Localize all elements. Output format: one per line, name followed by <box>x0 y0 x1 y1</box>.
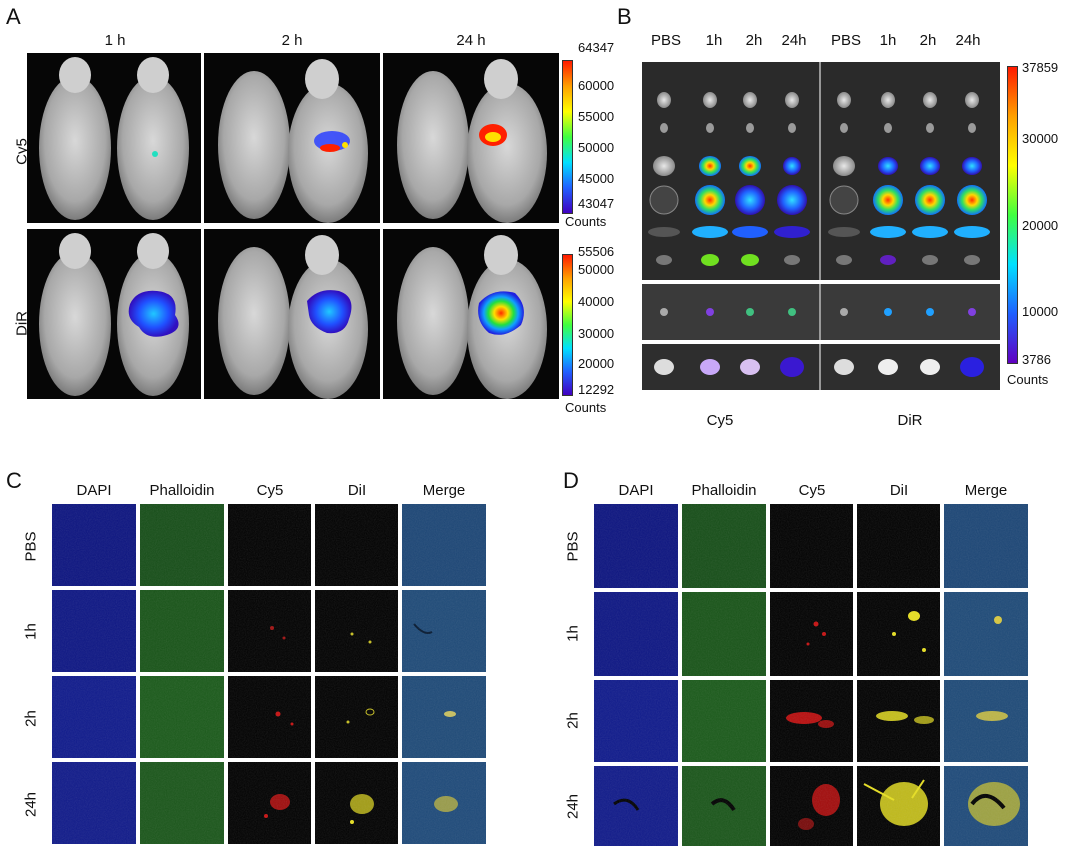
panel-b-col-5: 1h <box>879 32 897 49</box>
panel-a-cb2-unit: Counts <box>565 400 607 415</box>
panel-d-col-cy5: Cy5 <box>798 482 826 499</box>
panel-d-microscopy-grid <box>594 504 1030 848</box>
panel-c-col-merge: Merge <box>422 482 466 499</box>
panel-a-cb2-tick-4: 20000 <box>578 356 615 371</box>
panel-c-col-cy5: Cy5 <box>256 482 284 499</box>
panel-b-col-1: 1h <box>705 32 723 49</box>
panel-a-cb1-tick-2: 55000 <box>578 109 615 124</box>
panel-b-group-dir: DiR <box>897 412 923 429</box>
panel-a-col-2h: 2 h <box>281 32 303 49</box>
panel-a-cb2-tick-3: 30000 <box>578 326 615 341</box>
panel-label-c: C <box>6 468 22 493</box>
panel-d-row-pbs: PBS <box>564 531 582 562</box>
panel-a-cb2-tick-2: 40000 <box>578 294 615 309</box>
panel-a-cb2-tick-5: 12292 <box>578 382 615 397</box>
panel-b-col-0: PBS <box>650 32 681 49</box>
panel-c-col-dil: DiI <box>347 482 367 499</box>
panel-label-a: A <box>6 4 21 29</box>
panel-b-col-4: PBS <box>830 32 861 49</box>
panel-label-d: D <box>563 468 579 493</box>
panel-b-colorbar <box>1007 66 1018 364</box>
panel-b-col-7: 24h <box>955 32 981 49</box>
panel-c-microscopy-grid <box>52 504 488 848</box>
panel-b-cb-tick-0: 37859 <box>1022 60 1059 75</box>
panel-c-col-dapi: DAPI <box>76 482 112 499</box>
panel-a-cb2-tick-0: 55506 <box>578 244 615 259</box>
panel-d-col-merge: Merge <box>964 482 1008 499</box>
panel-c-row-2h: 2h <box>22 710 40 727</box>
panel-c-row-1h: 1h <box>22 623 40 640</box>
panel-a-cb1-unit: Counts <box>565 214 607 229</box>
panel-b-cb-tick-2: 20000 <box>1022 218 1059 233</box>
panel-a-colorbar-cy5 <box>562 60 573 214</box>
panel-a-cb1-tick-1: 60000 <box>578 78 615 93</box>
panel-b-cb-tick-4: 3786 <box>1022 352 1051 367</box>
panel-b-col-2: 2h <box>745 32 763 49</box>
panel-a-mouse-images <box>27 53 559 399</box>
panel-a-cb1-tick-0: 64347 <box>578 40 615 55</box>
panel-b-col-3: 24h <box>781 32 807 49</box>
panel-b-group-cy5: Cy5 <box>706 412 734 429</box>
panel-d-col-dapi: DAPI <box>618 482 654 499</box>
panel-d-row-1h: 1h <box>564 625 582 642</box>
panel-d-col-phalloidin: Phalloidin <box>691 482 757 499</box>
panel-label-b: B <box>617 4 632 29</box>
panel-a-cb2-tick-1: 50000 <box>578 262 615 277</box>
panel-a-col-1h: 1 h <box>104 32 126 49</box>
panel-a-colorbar-dir <box>562 254 573 396</box>
panel-a-cb1-tick-4: 45000 <box>578 171 615 186</box>
panel-b-cb-tick-3: 10000 <box>1022 304 1059 319</box>
panel-c-row-pbs: PBS <box>22 531 40 562</box>
panel-b-cb-unit: Counts <box>1007 372 1049 387</box>
panel-a-cb1-tick-3: 50000 <box>578 140 615 155</box>
panel-d-row-24h: 24h <box>564 793 582 820</box>
panel-d-row-2h: 2h <box>564 712 582 729</box>
panel-b-organ-images <box>642 62 1000 390</box>
panel-a-cb1-tick-5: 43047 <box>578 196 615 211</box>
panel-d-col-dil: DiI <box>889 482 909 499</box>
panel-c-col-phalloidin: Phalloidin <box>149 482 215 499</box>
panel-b-cb-tick-1: 30000 <box>1022 131 1059 146</box>
panel-a-col-24h: 24 h <box>456 32 486 49</box>
panel-c-row-24h: 24h <box>22 791 40 818</box>
panel-b-col-6: 2h <box>919 32 937 49</box>
